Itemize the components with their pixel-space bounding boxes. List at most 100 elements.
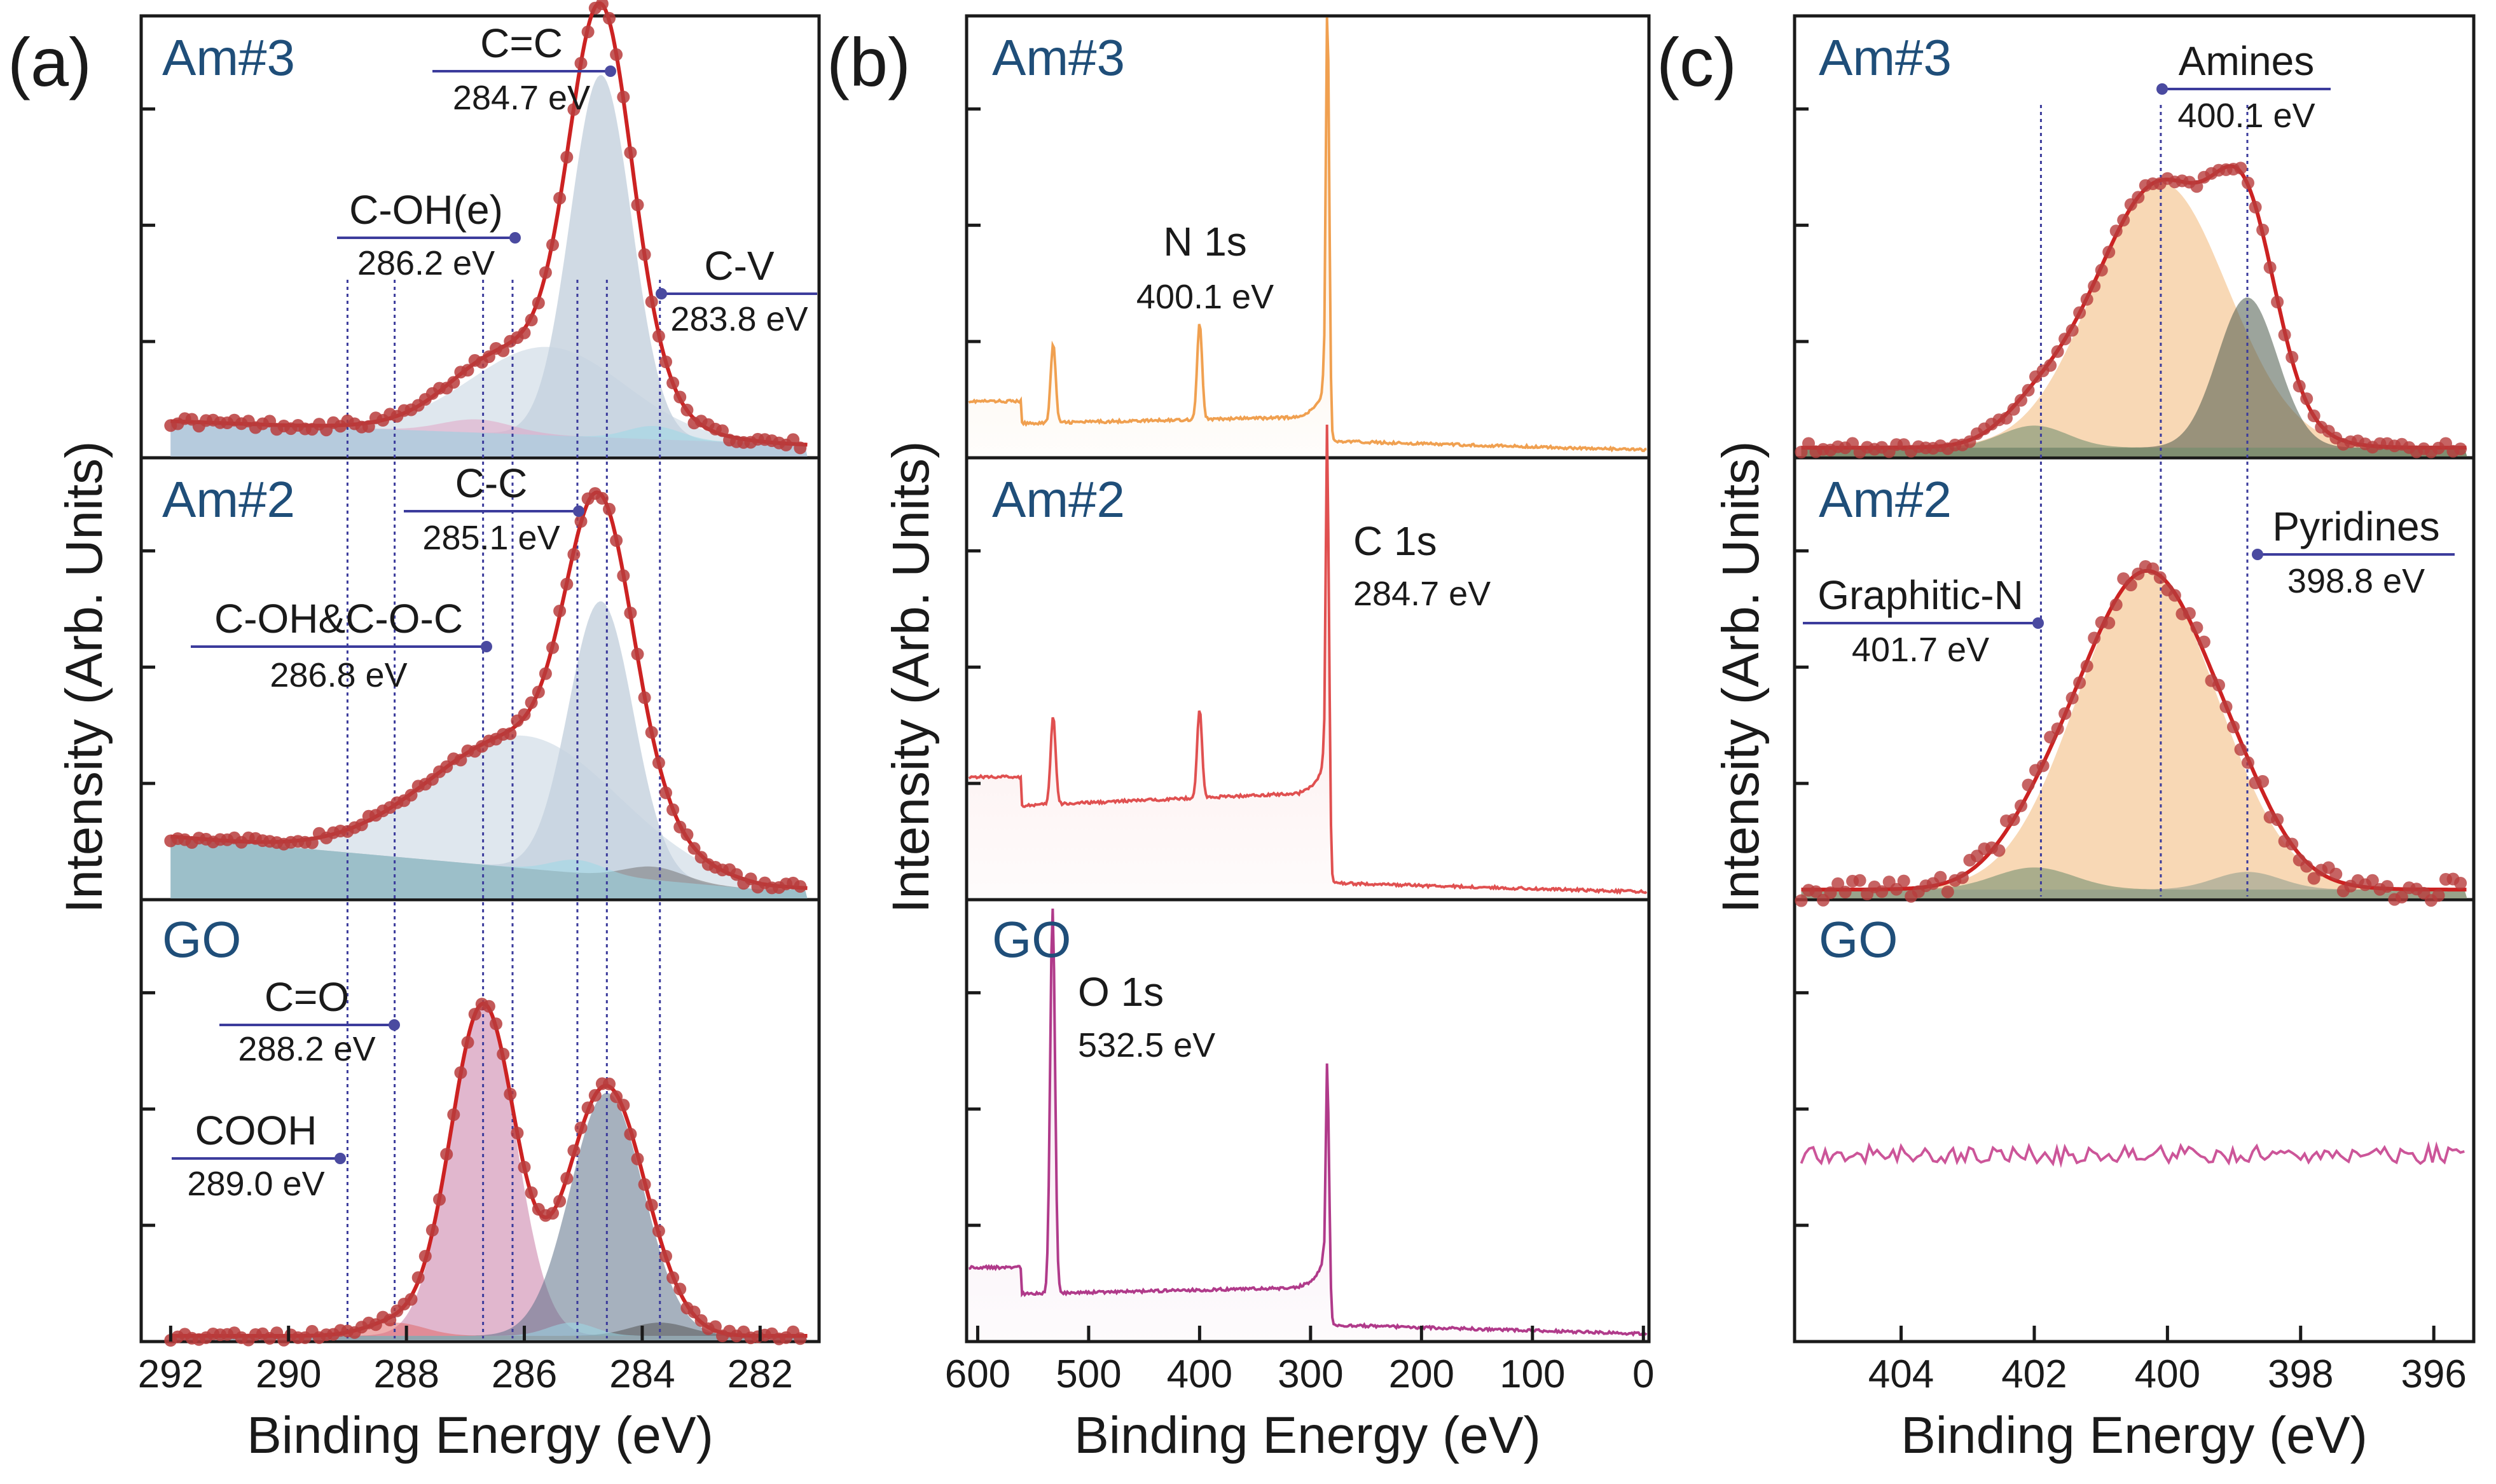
data-point [1795,894,1808,907]
data-point [383,1314,397,1326]
data-point [708,1320,722,1333]
data-point [2271,813,2284,827]
data-point [652,329,665,343]
data-point [794,441,807,455]
annotation-label-C-OH&C-O-C: C-OH&C-O-C [214,596,463,642]
data-point [2088,631,2101,645]
subplot-label-c-am2: Am#2 [1819,471,1952,528]
data-point [2132,191,2145,204]
data-point [546,238,559,252]
data-point [1831,877,1845,890]
data-point [2102,616,2116,629]
data-point [404,788,418,802]
annotation-label-Graphitic-N: Graphitic-N [1817,572,2024,618]
data-point [680,828,694,841]
annotation-label-Amines: Amines [2179,38,2314,84]
annotation-marker [2032,617,2044,629]
data-point [560,1172,574,1185]
a-xtick-label-284: 284 [609,1352,675,1396]
data-point [1802,437,1815,450]
annotation-value-Amines: 400.1 eV [2177,97,2315,135]
component-fill-Pyridines [1801,872,2467,898]
annotation-value-Pyridines: 398.8 eV [2287,562,2425,600]
data-point [560,151,574,164]
data-point [2117,214,2130,227]
panel-label-b: (b) [827,24,911,100]
data-point [794,880,807,893]
b-xtick-label-0: 0 [1632,1352,1654,1396]
data-point [454,1066,467,1079]
data-point [638,248,651,261]
annotation-label-C 1s: C 1s [1353,518,1437,564]
xlabel-a: Binding Energy (eV) [247,1406,714,1464]
data-point [2153,571,2167,584]
annotation-label-C-C: C-C [455,460,528,506]
c-xtick-label-398: 398 [2268,1352,2333,1396]
a-xtick-label-292: 292 [138,1352,203,1396]
annotation-label-N 1s: N 1s [1163,219,1247,265]
data-point [2234,743,2247,756]
component-fill-Graphitic-N [1801,425,2467,457]
data-point [560,577,574,591]
data-point [454,753,467,767]
data-point [2300,860,2313,873]
data-point [588,1089,602,1102]
data-point [511,1127,524,1139]
data-point [525,313,538,327]
data-point [794,1332,807,1345]
subplot-label-c-go: GO [1819,911,1898,968]
data-point [411,1271,425,1284]
data-point [1875,885,1889,898]
annotation-value-N 1s: 400.1 eV [1136,278,1274,316]
data-point [2190,621,2203,635]
annotation-marker [2252,549,2263,560]
a-xtick-label-282: 282 [727,1352,793,1396]
a-xtick-label-288: 288 [373,1352,439,1396]
data-point [2454,877,2467,890]
data-point [2307,409,2320,422]
data-point [518,1160,531,1174]
annotation-label-C=C: C=C [480,20,563,66]
data-point [659,355,672,369]
data-point [603,11,616,25]
data-point [504,727,517,740]
b-xtick-label-200: 200 [1389,1352,1454,1396]
data-point [666,1271,680,1284]
data-point [2007,402,2020,416]
data-point [2197,635,2210,649]
c-xtick-label-402: 402 [2001,1352,2067,1396]
data-point [2242,176,2254,189]
data-point [2102,245,2116,259]
panel-c-frame [1793,14,2476,1343]
data-point [2007,813,2020,827]
data-point [2395,890,2408,903]
data-point [2065,324,2079,337]
data-point [638,1178,651,1191]
data-point [2190,180,2203,193]
data-point [2182,607,2196,620]
data-point [2065,691,2079,704]
data-point [1890,883,1903,896]
data-point [567,547,581,561]
data-point [532,296,545,310]
annotation-label-C-OH(e): C-OH(e) [349,187,503,233]
data-point [2271,296,2284,308]
data-point [581,25,595,39]
data-point [680,403,694,416]
b-xtick-label-600: 600 [945,1352,1010,1396]
panel-c-n1s: (c) Amines 400.1 eV Graphitic-N 401.7 eV Pyr… [1657,14,2476,1464]
data-point [595,491,609,505]
data-point [645,295,658,308]
c-xtick-label-404: 404 [1868,1352,1934,1396]
data-point [603,1077,616,1090]
subplot-label-b-am3: Am#3 [992,29,1125,86]
component-fill-C=C [170,836,808,898]
component-fill-Amines [1801,571,2467,898]
data-point [546,641,559,654]
data-point [687,842,701,855]
ylabel-b: Intensity (Arb. Units) [882,441,940,914]
b-xtick-label-100: 100 [1500,1352,1565,1396]
data-point [2000,411,2013,425]
data-point [659,786,672,799]
panel-a-frame [139,14,821,1343]
